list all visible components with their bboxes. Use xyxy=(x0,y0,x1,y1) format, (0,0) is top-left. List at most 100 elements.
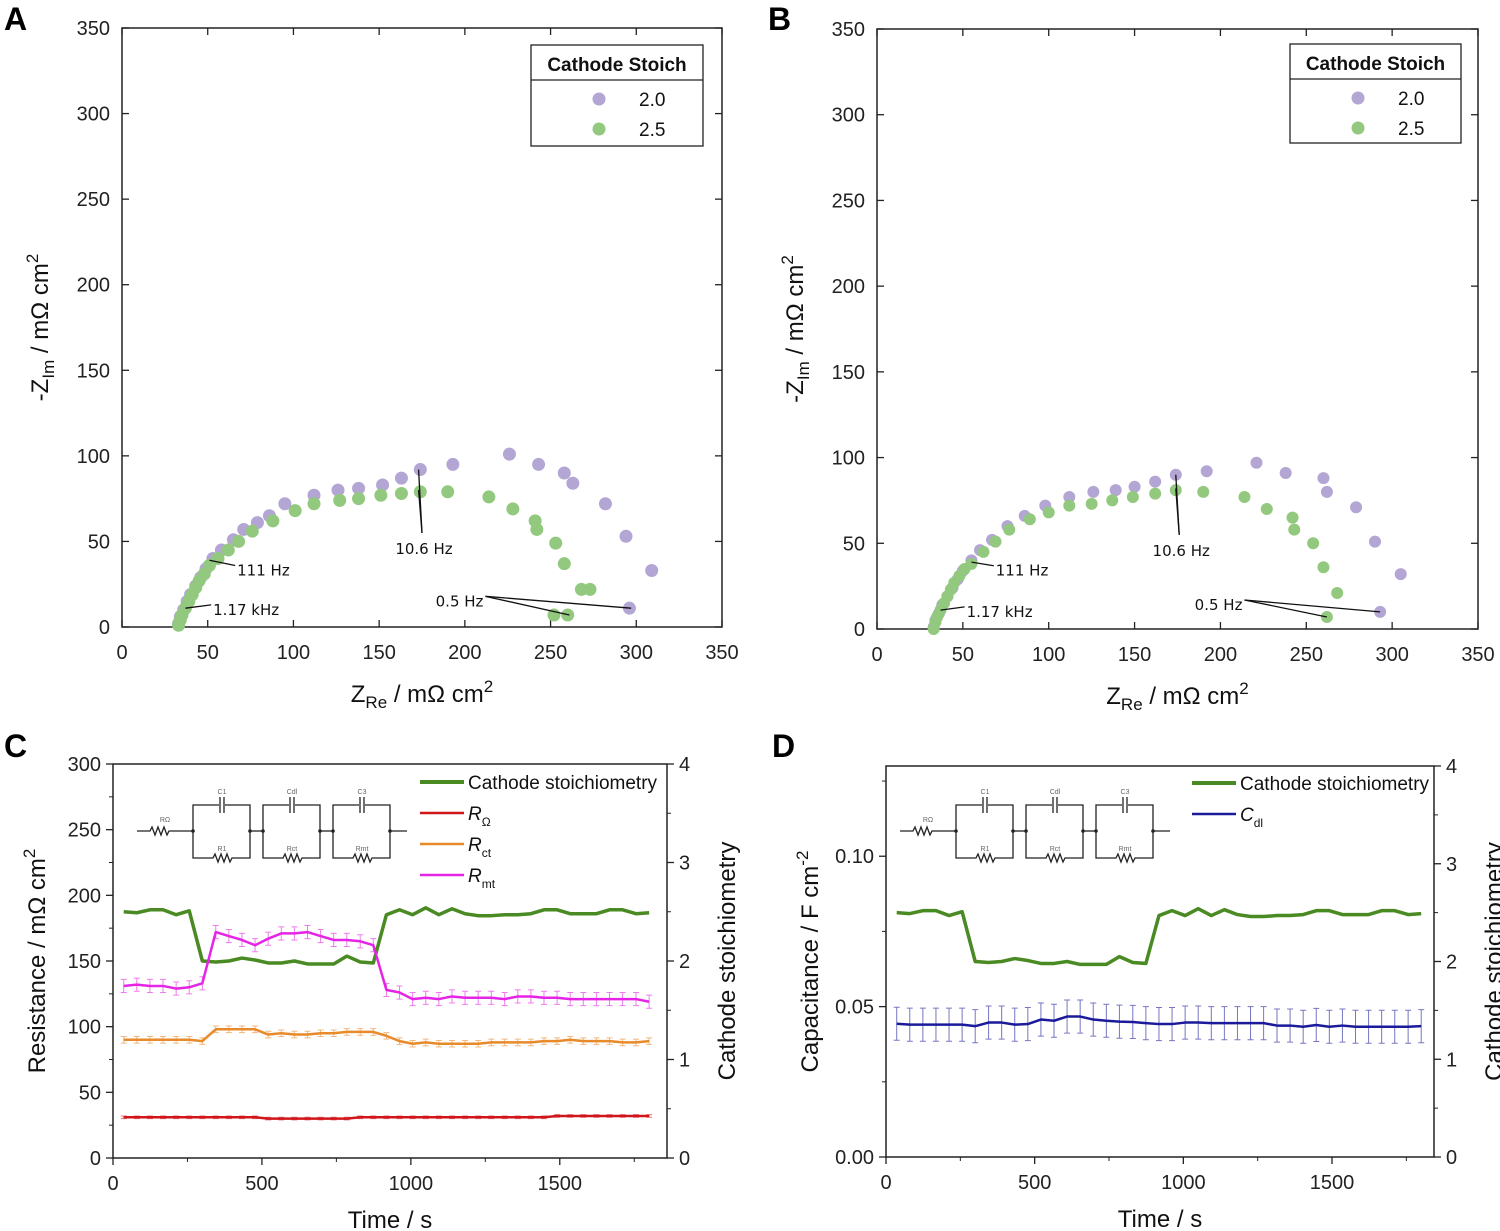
y2-tick-label: 0 xyxy=(1446,1147,1457,1169)
series-line xyxy=(123,906,650,966)
circuit-label-cdl: Cdl xyxy=(287,789,298,796)
x-axis-title-sup: 2 xyxy=(1239,679,1248,698)
data-point-2.0 xyxy=(1149,475,1162,488)
y-axis-title-sub: Im xyxy=(39,360,58,379)
legend-label-main: R xyxy=(468,866,482,887)
legend-marker xyxy=(592,92,606,106)
y-axis-title: Resistance / mΩ cm2 xyxy=(20,849,51,1074)
y-tick-label: 200 xyxy=(832,276,865,298)
x-tick-label: 200 xyxy=(1204,644,1237,666)
data-point-2.5 xyxy=(1288,523,1301,536)
y2-tick-label: 0 xyxy=(679,1148,690,1170)
data-point-2.5 xyxy=(1149,487,1162,500)
x-tick-label: 1500 xyxy=(1310,1172,1355,1194)
y-tick-label: 150 xyxy=(832,362,865,384)
data-point-2.5 xyxy=(232,534,246,548)
data-point-2.5 xyxy=(1317,561,1330,574)
x-tick-label: 100 xyxy=(1032,644,1065,666)
data-point-2.5 xyxy=(1307,537,1320,550)
y-tick-label: 250 xyxy=(68,820,101,842)
circuit-label-rct: Rct xyxy=(287,846,298,853)
x-tick-label: 500 xyxy=(245,1173,278,1195)
y2-tick-label: 3 xyxy=(679,853,690,875)
y-tick-label: 150 xyxy=(68,951,101,973)
x-tick-label: 150 xyxy=(1118,644,1151,666)
y-tick-label: 300 xyxy=(832,105,865,127)
legend-label: Rmt xyxy=(468,866,496,891)
data-point-2.0 xyxy=(566,476,580,490)
y2-tick-label: 3 xyxy=(1446,854,1457,876)
y-axis-title-main: Resistance / mΩ cm xyxy=(24,858,51,1073)
data-point-2.5 xyxy=(394,487,408,501)
x-tick-label: 0 xyxy=(871,644,882,666)
legend-marker xyxy=(592,122,606,136)
legend-label: 2.0 xyxy=(1398,89,1424,110)
x-tick-label: 0 xyxy=(880,1172,891,1194)
y2-tick-label: 2 xyxy=(1446,952,1457,974)
x-axis-title-rest: / mΩ cm xyxy=(387,681,484,708)
legend-label-main: Cathode stoichiometry xyxy=(1240,774,1430,795)
data-point-2.5 xyxy=(1023,513,1036,526)
data-point-2.5 xyxy=(1260,503,1273,515)
data-point-2.0 xyxy=(645,564,659,578)
y2-axis-title-main: Cathode stoichiometry xyxy=(1481,842,1500,1081)
legend-label-main: R xyxy=(468,804,482,825)
data-point-2.0 xyxy=(1063,491,1076,503)
y-tick-label: 50 xyxy=(843,533,865,555)
data-point-2.5 xyxy=(1042,506,1055,519)
x-axis-title: ZRe / mΩ cm2 xyxy=(1106,679,1248,714)
data-point-2.5 xyxy=(333,493,347,507)
panel-c: 0 500 1000 1500 0 50 100 150 200 250 300 0 1 2 3 4 Time … xyxy=(20,754,741,1231)
x-axis-title-main: Z xyxy=(1106,683,1121,710)
series-line xyxy=(123,930,650,1003)
circuit-label-c3: C3 xyxy=(358,789,367,796)
data-point-2.5 xyxy=(221,543,235,557)
legend-label-sub: mt xyxy=(482,877,496,891)
annotation-leader xyxy=(485,595,632,609)
data-point-2.5 xyxy=(506,502,520,516)
y-axis-title-sup: 2 xyxy=(20,849,39,858)
y-tick-label: 0.05 xyxy=(835,997,874,1019)
data-point-2.0 xyxy=(331,483,345,497)
x-tick-label: 1000 xyxy=(1161,1172,1206,1194)
x-tick-label: 250 xyxy=(1290,644,1323,666)
data-point-2.5 xyxy=(1197,485,1210,498)
panel-a: 0 50 100 150 200 250 300 350 0 50 100 150 200 250 300 3… xyxy=(23,18,739,712)
annotation-leader xyxy=(485,595,570,616)
x-axis-title-rest: / mΩ cm xyxy=(1143,683,1240,710)
y2-axis-title-main: Cathode stoichiometry xyxy=(714,842,741,1081)
annotation-label: 1.17 kHz xyxy=(967,603,1033,621)
legend: Cathode Stoich 2.0 2.5 xyxy=(530,44,704,147)
series-line xyxy=(896,1015,1422,1029)
data-point-2.0 xyxy=(1087,485,1100,498)
data-point-2.0 xyxy=(1109,484,1122,497)
data-point-2.5 xyxy=(1238,491,1251,503)
y-axis-title-sup: 2 xyxy=(23,254,42,263)
legend-label: Cathode stoichiometry xyxy=(468,773,658,794)
circuit-label-cdl: Cdl xyxy=(1050,789,1061,796)
plot-frame xyxy=(876,28,1479,630)
annotation-leader xyxy=(185,604,212,609)
circuit-label-c1: C1 xyxy=(218,789,227,796)
circuit-label-r-ohm: RΩ xyxy=(923,817,933,824)
circuit-label-rmt: Rmt xyxy=(1119,846,1132,853)
x-tick-label: 500 xyxy=(1018,1172,1051,1194)
series-line xyxy=(123,1028,650,1045)
x-axis-title-sub: Re xyxy=(1121,695,1143,714)
x-axis-title-main: Z xyxy=(351,681,366,708)
series-line xyxy=(896,906,1422,967)
y2-axis-title: Cathode stoichiometry xyxy=(1481,842,1500,1081)
data-point-2.0 xyxy=(376,478,390,492)
y-tick-label: 250 xyxy=(77,189,110,211)
annotation-leader xyxy=(209,559,236,567)
y-tick-label: 200 xyxy=(68,885,101,907)
x-tick-label: 0 xyxy=(107,1173,118,1195)
y-tick-label: 100 xyxy=(68,1017,101,1039)
annotation-label: 111 Hz xyxy=(996,562,1049,580)
circuit-label-r-ohm: RΩ xyxy=(160,817,170,824)
data-point-2.0 xyxy=(1394,568,1407,581)
data-point-2.0 xyxy=(394,471,408,485)
annotation-label: 10.6 Hz xyxy=(1153,542,1210,560)
panel-label-b: B xyxy=(768,1,791,37)
x-axis-title-sup: 2 xyxy=(484,677,493,696)
